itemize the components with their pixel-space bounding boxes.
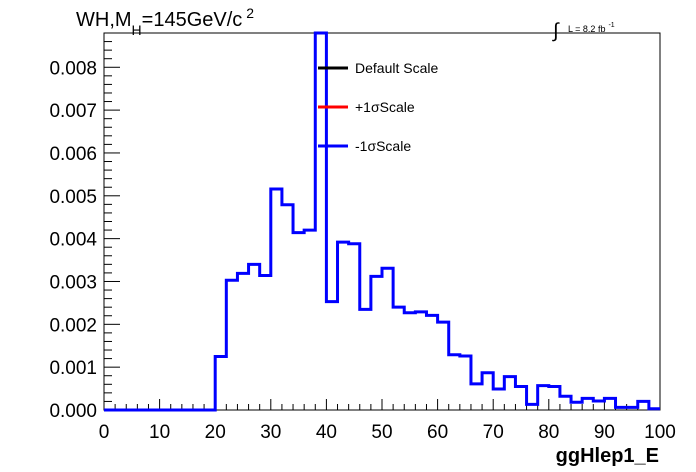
luminosity-integral-symbol: ∫ [552,20,560,42]
luminosity-superscript: -1 [608,22,614,29]
x-tick-label: 50 [371,422,392,443]
plot-title: WH,MH=145GeV/c 2 [76,5,254,38]
x-tick-label: 40 [316,422,337,443]
plot-frame [103,32,661,411]
title-main: WH,M [76,9,132,31]
y-tick-label: 0.000 [49,401,97,422]
y-tick-label: 0.003 [49,272,97,293]
legend: Default Scale +1σScale -1σScale [318,60,438,154]
title-superscript: 2 [246,5,254,21]
y-tick-label: 0.001 [49,358,97,379]
legend-label: Default Scale [355,60,438,76]
x-tick-label: 80 [538,422,559,443]
title-subscript: H [132,22,142,38]
x-tick-label: 20 [205,422,226,443]
y-tick-label: 0.004 [49,230,97,251]
histogram-series [104,31,660,412]
y-tick-label: 0.002 [49,315,97,336]
y-tick-label: 0.008 [49,58,97,79]
x-tick-label: 90 [594,422,615,443]
legend-label: +1σScale [355,99,415,115]
y-tick-label: 0.007 [49,101,97,122]
x-axis-label: ggHlep1_E [556,445,659,467]
y-tick-label: 0.006 [49,144,97,165]
y-tick-label: 0.005 [49,187,97,208]
axis-ticks: 0 10 20 30 40 50 60 70 80 90 100 0.000 0.001 0.002 0.0… [49,32,676,443]
x-tick-label: 60 [427,422,448,443]
x-tick-label: 10 [149,422,170,443]
legend-label: -1σScale [355,138,411,154]
histogram-line [104,31,660,412]
x-tick-label: 30 [260,422,281,443]
luminosity-label: L = 8.2 fb -1 [568,22,615,34]
x-tick-label: 0 [99,422,110,443]
x-tick-label: 70 [483,422,504,443]
title-rest: =145GeV/c [142,9,243,31]
x-tick-label: 100 [644,422,676,443]
luminosity-text: L = 8.2 fb [568,24,605,34]
